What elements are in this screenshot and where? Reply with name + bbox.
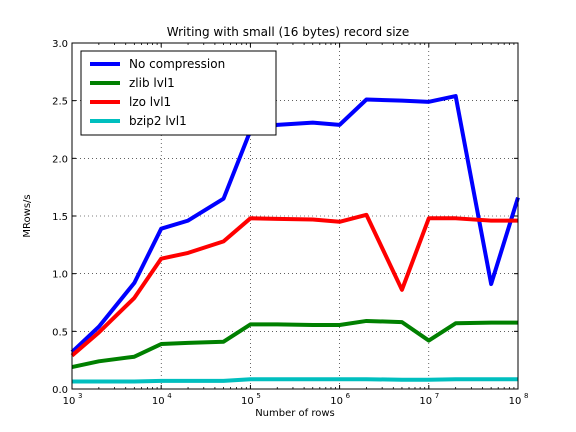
y-tick-label: 1.0	[52, 270, 68, 281]
y-tick-label: 0.0	[52, 385, 68, 396]
y-axis-label: MRows/s	[22, 194, 33, 237]
y-tick-label: 2.5	[52, 97, 68, 108]
x-tick-exponent: 5	[256, 392, 260, 400]
chart-title: Writing with small (16 bytes) record siz…	[167, 25, 409, 39]
legend-label: lzo lvl1	[129, 95, 171, 109]
x-tick-label: 10	[330, 396, 343, 407]
x-tick-label: 10	[241, 396, 254, 407]
series-line	[70, 212, 518, 358]
grid	[72, 43, 518, 389]
y-tick-label: 0.5	[52, 327, 68, 338]
legend-label: zlib lvl1	[129, 76, 175, 90]
axis-ticks: 10 3 10 4 10 5 10 6 10 7 10 80.00.51.01.52.02.53.0	[52, 39, 528, 407]
x-tick-label: 10	[63, 396, 76, 407]
legend-label: No compression	[129, 57, 225, 71]
x-tick-exponent: 6	[346, 392, 351, 400]
y-tick-label: 1.5	[52, 212, 68, 223]
series-line	[72, 377, 518, 384]
x-tick-exponent: 4	[167, 392, 172, 400]
legend: No compression zlib lvl1 lzo lvl1 bzip2 lvl…	[80, 50, 277, 136]
y-tick-label: 2.0	[52, 154, 68, 165]
x-tick-exponent: 8	[524, 392, 528, 400]
x-tick-exponent: 7	[435, 392, 439, 400]
x-tick-exponent: 3	[78, 392, 82, 400]
x-tick-label: 10	[509, 396, 522, 407]
series-line	[70, 94, 520, 354]
legend-label: bzip2 lvl1	[129, 114, 187, 128]
series-lines	[70, 94, 520, 384]
y-tick-label: 3.0	[52, 39, 68, 50]
x-tick-label: 10	[152, 396, 165, 407]
series-line	[71, 318, 518, 370]
x-axis-label: Number of rows	[255, 408, 335, 419]
x-tick-label: 10	[419, 396, 432, 407]
